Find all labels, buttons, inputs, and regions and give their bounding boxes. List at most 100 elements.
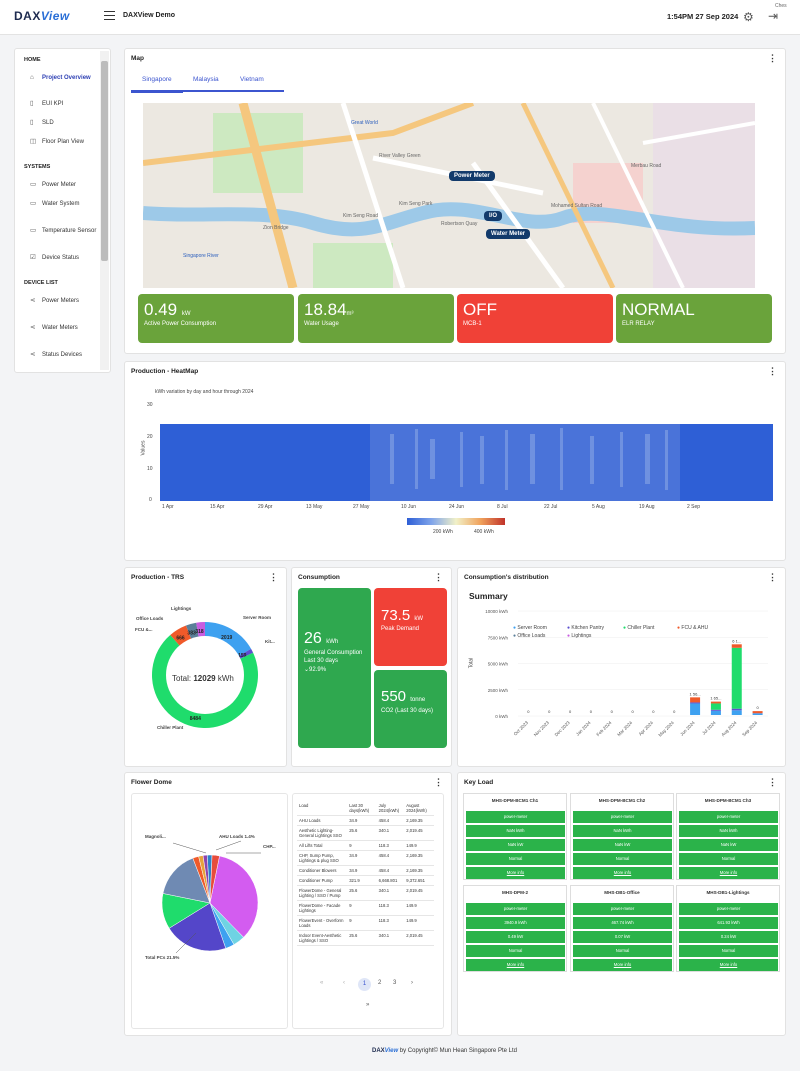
- table-row: Aesthetic Lighting-General Lightings SSO…: [297, 825, 434, 841]
- x-tick-label: Mar 2024: [616, 720, 633, 737]
- menu-icon[interactable]: [104, 11, 115, 20]
- sidebar-item-water-system[interactable]: ▭ Water System: [30, 200, 80, 207]
- table-row: FlowerDome - General Lighting / SSO / Pu…: [297, 885, 434, 901]
- kpi-elr-relay[interactable]: NORMAL ELR RELAY: [616, 294, 772, 343]
- more-info-link[interactable]: More info: [573, 867, 672, 879]
- power-meter-pin[interactable]: Power Meter: [449, 171, 495, 181]
- table-header[interactable]: July 2024(kWh): [376, 801, 405, 816]
- pagination-prev[interactable]: ‹: [343, 980, 345, 986]
- key-load-name: MHS-DPM-BCM1 Ch1: [491, 798, 539, 803]
- table-header[interactable]: Load: [297, 801, 348, 816]
- tab-singapore[interactable]: Singapore: [142, 76, 172, 83]
- distribution-chart[interactable]: 10000 kWh 7500 kWh 5000 kWh 2500 kWh 0 kWh 0…: [478, 604, 778, 754]
- table-row: Conditioner Pump 321.9 6,668.801 9,372.651: [297, 875, 434, 886]
- tab-malaysia[interactable]: Malaysia: [193, 76, 219, 83]
- legend-item[interactable]: ● FCU & AHU: [677, 625, 709, 631]
- co2-tile[interactable]: 550 tonne CO2 (Last 30 days): [374, 670, 447, 748]
- peak-value-line: 73.5 kW: [381, 607, 424, 624]
- more-icon[interactable]: ⋮: [768, 572, 777, 582]
- legend-item[interactable]: ● Office Loads: [513, 633, 546, 639]
- sidebar-item-temperature[interactable]: ▭ Temperature Sensor: [30, 227, 97, 234]
- pie-slice[interactable]: [168, 902, 227, 952]
- general-consumption-tile[interactable]: 26 kWh General Consumption Last 30 days …: [298, 588, 371, 748]
- more-icon[interactable]: ⋮: [768, 366, 777, 376]
- io-pin[interactable]: I/O: [484, 211, 503, 221]
- pie-slice[interactable]: [209, 854, 220, 904]
- pie-slice[interactable]: [209, 855, 259, 938]
- legend-item[interactable]: ● Lightings: [567, 633, 592, 639]
- bar-segment[interactable]: [690, 703, 701, 715]
- bar-segment[interactable]: [752, 711, 763, 714]
- tab-vietnam[interactable]: Vietnam: [240, 76, 264, 83]
- map-view[interactable]: River Valley Green Kim Seng Park Roberts…: [143, 103, 755, 288]
- table-header[interactable]: Last 30 days(kWh): [347, 801, 377, 816]
- more-info-link[interactable]: More info: [466, 959, 565, 971]
- key-load-value: power-meter: [679, 811, 778, 823]
- sidebar-item-device-status[interactable]: ☑ Device Status: [30, 254, 80, 261]
- pagination-next[interactable]: ›: [411, 980, 413, 986]
- map-graphic[interactable]: [143, 103, 755, 288]
- bar-segment[interactable]: [710, 701, 721, 704]
- app-logo[interactable]: DAXView: [14, 9, 70, 23]
- pagination-last[interactable]: »: [366, 1002, 370, 1008]
- kpi-active-power[interactable]: 0.49 kW Active Power Consumption: [138, 294, 294, 343]
- more-info-link[interactable]: More info: [573, 959, 672, 971]
- kpi-water-usage[interactable]: 18.84m³ Water Usage: [298, 294, 454, 343]
- heatmap-ylabel: Values: [140, 440, 147, 456]
- x-tick-label: Jul 2024: [701, 720, 717, 736]
- more-info-link[interactable]: More info: [466, 867, 565, 879]
- more-info-link[interactable]: More info: [679, 867, 778, 879]
- bar-segment[interactable]: [731, 644, 742, 648]
- sidebar: HOME ⌂ Project Overview ▯ EUI KPI ▯ SLD ◫ Fl…: [14, 48, 111, 373]
- bar-segment[interactable]: [731, 708, 742, 711]
- scrollbar-thumb[interactable]: [101, 61, 108, 261]
- water-meter-pin[interactable]: Water Meter: [486, 229, 531, 239]
- peak-demand-tile[interactable]: 73.5 kW Peak Demand: [374, 588, 447, 666]
- sidebar-item-floor-plan[interactable]: ◫ Floor Plan View: [30, 138, 84, 145]
- kpi-mcb[interactable]: OFF MCB-1: [457, 294, 613, 343]
- more-icon[interactable]: ⋮: [434, 572, 443, 582]
- more-icon[interactable]: ⋮: [434, 777, 443, 787]
- legend-item[interactable]: ● Kitchen Pantry: [567, 625, 604, 631]
- tab-indicator: [131, 91, 183, 93]
- sidebar-section-systems: SYSTEMS: [24, 164, 51, 170]
- bar-segment[interactable]: [731, 647, 742, 709]
- bar-segment[interactable]: [710, 703, 721, 710]
- bar-segment[interactable]: [752, 713, 763, 715]
- more-icon[interactable]: ⋮: [269, 572, 278, 582]
- pagination-first[interactable]: «: [320, 980, 324, 986]
- bar-segment[interactable]: [710, 709, 721, 711]
- bar-total-label: 0: [611, 709, 614, 714]
- heatmap-grid[interactable]: [160, 424, 773, 501]
- map-place-label: Zion Bridge: [263, 225, 289, 231]
- pagination-page-1[interactable]: 1: [358, 978, 371, 991]
- bar-segment[interactable]: [690, 702, 701, 704]
- key-load-value: Normal: [466, 853, 565, 865]
- pagination-page-3[interactable]: 3: [393, 980, 397, 986]
- flower-pie[interactable]: [131, 793, 288, 1029]
- table-row: AHU Loads 34.9 458.4 2,169.35: [297, 815, 434, 826]
- sidebar-item-project-overview[interactable]: ⌂ Project Overview: [30, 74, 91, 81]
- legend-item[interactable]: ● Server Room: [513, 625, 547, 631]
- pagination-page-2[interactable]: 2: [378, 980, 382, 986]
- more-icon[interactable]: ⋮: [768, 53, 777, 63]
- sidebar-item-power-meters[interactable]: ⋖ Power Meters: [30, 297, 80, 304]
- pie-slice[interactable]: [162, 857, 211, 904]
- legend-item[interactable]: ● Chiller Plant: [623, 625, 655, 631]
- table-row: All Lifts Total 9 118.3 149.9: [297, 840, 434, 851]
- bar-segment[interactable]: [731, 710, 742, 715]
- more-icon[interactable]: ⋮: [768, 777, 777, 787]
- table-header[interactable]: August 2024(kWh): [404, 801, 434, 816]
- gear-icon[interactable]: ⚙: [743, 10, 754, 24]
- sidebar-item-water-meters[interactable]: ⋖ Water Meters: [30, 324, 78, 331]
- sidebar-item-status-devices[interactable]: ⋖ Status Devices: [30, 351, 83, 358]
- kpi-label: Active Power Consumption: [144, 321, 217, 327]
- logout-icon[interactable]: ⇥: [768, 9, 779, 23]
- bar-segment[interactable]: [690, 697, 701, 703]
- more-info-link[interactable]: More info: [679, 959, 778, 971]
- sidebar-scrollbar[interactable]: [100, 51, 109, 370]
- heatmap-xtick: 5 Aug: [592, 504, 605, 510]
- bar-segment[interactable]: [710, 710, 721, 715]
- consumption-title: Consumption: [298, 574, 340, 581]
